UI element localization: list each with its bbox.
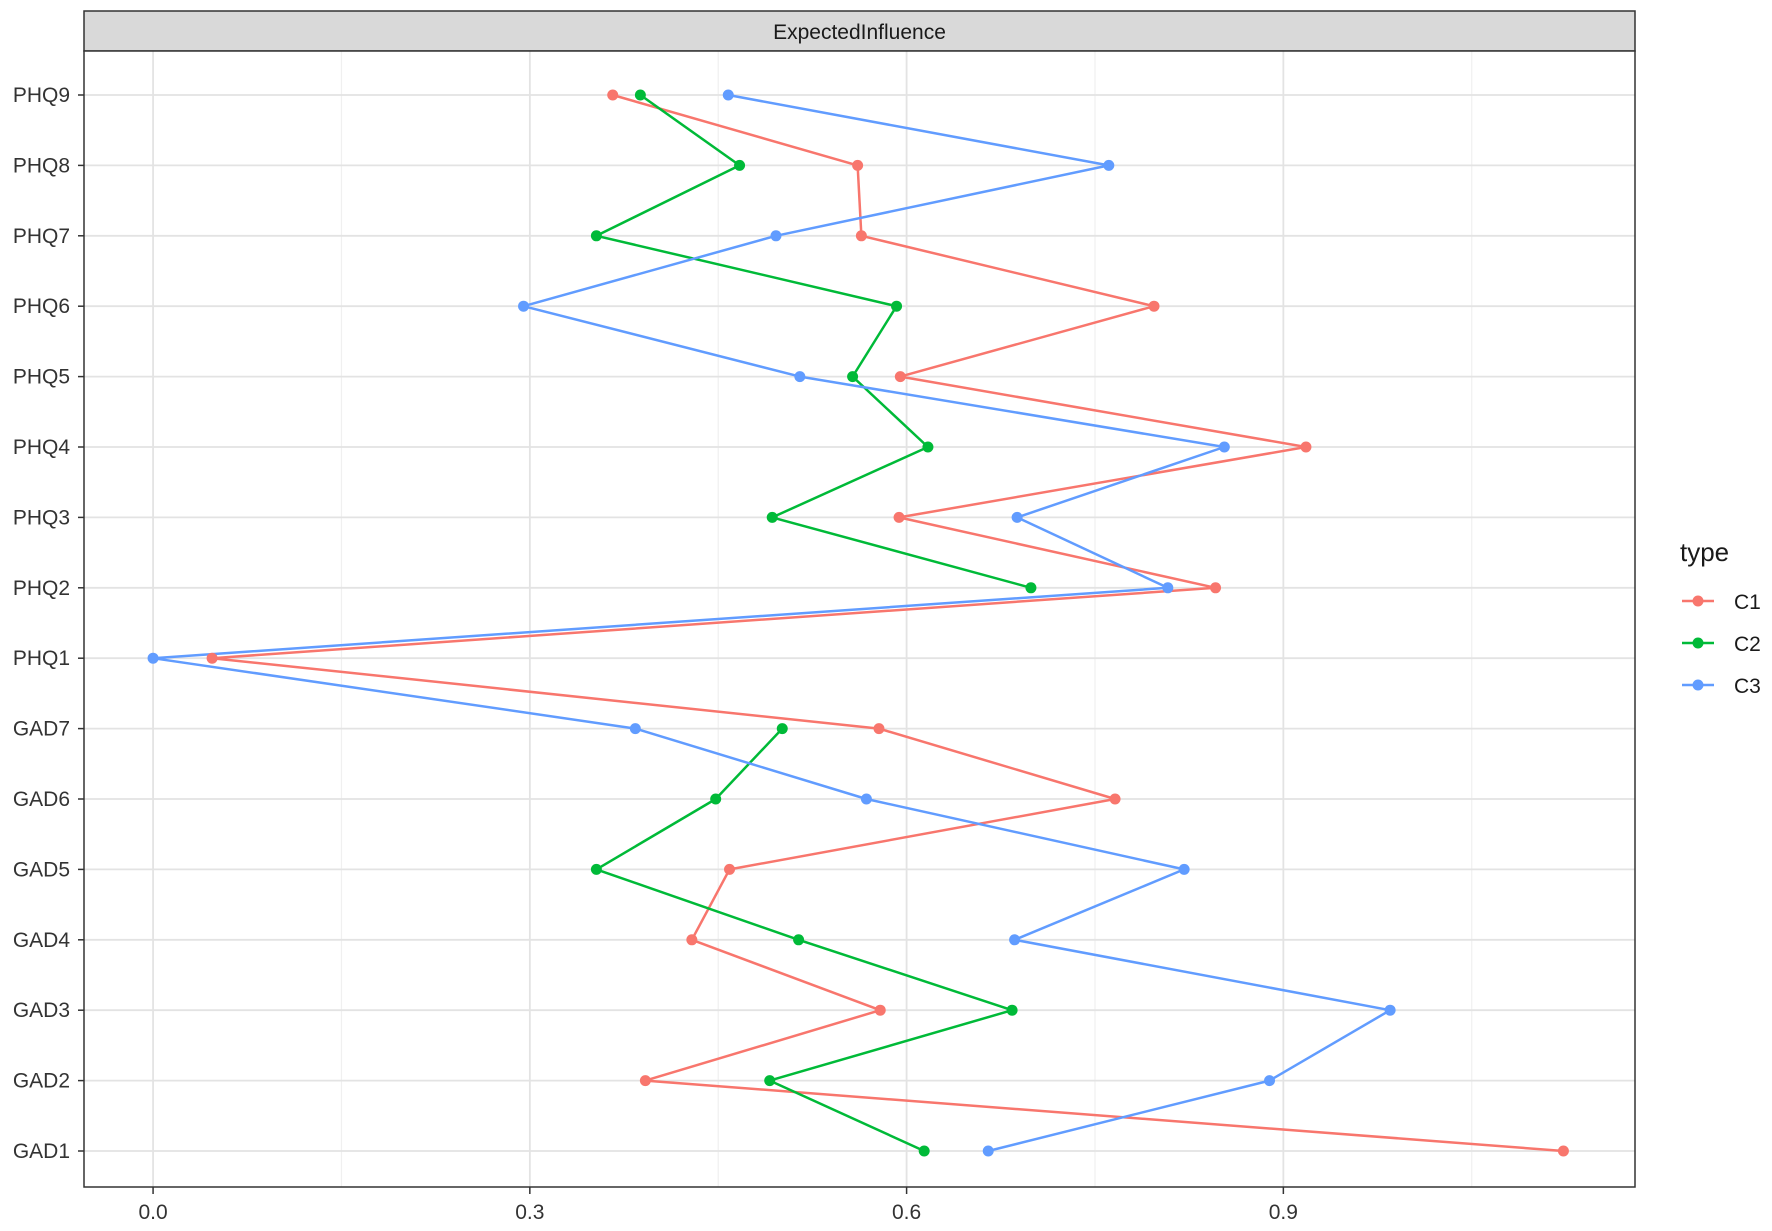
- point-c3-phq1: [147, 652, 159, 664]
- point-c3-phq8: [1103, 159, 1115, 171]
- legend-key-point-c2: [1692, 637, 1704, 649]
- point-c2-phq9: [634, 89, 646, 101]
- facet-strip: ExpectedInfluence: [83, 10, 1636, 52]
- point-c1-phq5: [894, 371, 906, 383]
- x-tick-label-3: 0.9: [1269, 1201, 1298, 1224]
- point-c2-phq4: [922, 441, 934, 453]
- x-tick-label-1: 0.3: [515, 1201, 544, 1224]
- point-c2-phq8: [734, 159, 746, 171]
- point-c2-gad6: [710, 793, 722, 805]
- point-c2-gad2: [764, 1075, 776, 1087]
- point-c3-phq9: [722, 89, 734, 101]
- y-tick-label-gad7: GAD7: [13, 718, 70, 741]
- point-c2-phq6: [891, 300, 903, 312]
- point-c1-gad6: [1109, 793, 1121, 805]
- series-line-c1-0: [210, 93, 1564, 1153]
- legend-label-c3: C3: [1734, 675, 1761, 698]
- legend-item-c2: C2: [1682, 633, 1761, 656]
- facet-title: ExpectedInfluence: [773, 21, 946, 44]
- point-c2-gad5: [590, 863, 602, 875]
- point-c3-gad6: [860, 793, 872, 805]
- point-c1-phq6: [1148, 300, 1160, 312]
- y-tick-label-gad3: GAD3: [13, 999, 70, 1022]
- series-line-c2-0: [595, 93, 1032, 590]
- point-c2-gad1: [918, 1145, 930, 1157]
- legend: type C1 C2 C3: [1680, 537, 1761, 698]
- point-c3-phq6: [518, 300, 530, 312]
- legend-item-c3: C3: [1682, 675, 1761, 698]
- legend-label-c1: C1: [1734, 591, 1761, 614]
- y-tick-label-phq1: PHQ1: [13, 647, 70, 670]
- point-c2-phq7: [590, 230, 602, 242]
- point-c2-gad4: [793, 934, 805, 946]
- point-c1-gad2: [639, 1075, 651, 1087]
- point-c2-phq3: [766, 511, 778, 523]
- y-tick-label-gad6: GAD6: [13, 788, 70, 811]
- point-c1-gad7: [873, 723, 885, 735]
- point-c1-phq3: [893, 511, 905, 523]
- y-tick-label-phq8: PHQ8: [13, 154, 70, 177]
- point-c1-gad5: [724, 863, 736, 875]
- point-c2-phq5: [847, 371, 859, 383]
- facet-strip-background: [83, 10, 1636, 52]
- y-tick-label-phq6: PHQ6: [13, 295, 70, 318]
- legend-label-c2: C2: [1734, 633, 1761, 656]
- point-c1-gad3: [874, 1004, 886, 1016]
- y-axis: PHQ9 PHQ8 PHQ7 PHQ6 PHQ5 PHQ4 PHQ3 PHQ2 PHQ1 GAD7…: [13, 84, 84, 1163]
- point-c1-gad4: [686, 934, 698, 946]
- series-points: [147, 89, 1569, 1157]
- y-tick-label-gad5: GAD5: [13, 858, 70, 881]
- y-tick-label-gad2: GAD2: [13, 1070, 70, 1093]
- x-axis: 0.0 0.3 0.6 0.9: [138, 1187, 1298, 1224]
- point-c3-phq4: [1218, 441, 1230, 453]
- grid-major: [84, 51, 1635, 1187]
- y-tick-label-gad4: GAD4: [13, 929, 71, 952]
- legend-title: type: [1680, 537, 1729, 567]
- point-c2-phq2: [1025, 582, 1037, 594]
- point-c3-gad2: [1264, 1075, 1276, 1087]
- point-c2-gad3: [1006, 1004, 1018, 1016]
- y-tick-label-phq4: PHQ4: [13, 436, 71, 459]
- point-c3-gad4: [1009, 934, 1021, 946]
- point-c1-gad1: [1557, 1145, 1569, 1157]
- point-c1-phq7: [855, 230, 867, 242]
- legend-key-point-c3: [1692, 679, 1704, 691]
- point-c1-phq2: [1210, 582, 1222, 594]
- y-tick-label-phq2: PHQ2: [13, 577, 70, 600]
- y-tick-label-phq3: PHQ3: [13, 506, 70, 529]
- point-c3-phq2: [1162, 582, 1174, 594]
- legend-items: C1 C2 C3: [1682, 591, 1761, 698]
- point-c3-phq3: [1011, 511, 1023, 523]
- point-c1-phq1: [206, 652, 218, 664]
- point-c1-phq4: [1300, 441, 1312, 453]
- point-c2-gad7: [776, 723, 788, 735]
- point-c3-phq5: [794, 371, 806, 383]
- point-c3-gad1: [982, 1145, 994, 1157]
- point-c1-phq8: [852, 159, 864, 171]
- series-line-c3-0: [151, 93, 1392, 1153]
- y-tick-label-phq5: PHQ5: [13, 366, 70, 389]
- point-c1-phq9: [607, 89, 619, 101]
- legend-item-c1: C1: [1682, 591, 1761, 614]
- point-c3-gad5: [1178, 863, 1190, 875]
- plot-panel-border: [83, 50, 1636, 1188]
- y-tick-label-phq7: PHQ7: [13, 225, 70, 248]
- x-tick-label-2: 0.6: [892, 1201, 921, 1224]
- y-tick-label-gad1: GAD1: [13, 1140, 70, 1163]
- point-c3-phq7: [770, 230, 782, 242]
- y-tick-label-phq9: PHQ9: [13, 84, 70, 107]
- point-c3-gad3: [1384, 1004, 1396, 1016]
- legend-key-point-c1: [1692, 595, 1704, 607]
- point-c3-gad7: [629, 723, 641, 735]
- x-tick-label-0: 0.0: [138, 1201, 167, 1224]
